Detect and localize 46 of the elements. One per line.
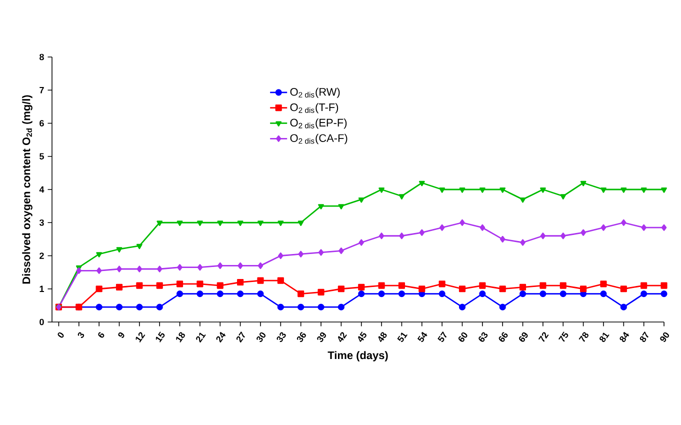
x-tick-label: 36 — [296, 332, 306, 342]
x-tick-label: 27 — [236, 332, 245, 343]
x-tick-label: 48 — [378, 332, 387, 342]
y-tick-label: 0 — [40, 318, 44, 326]
y-tick-label: 2 — [40, 252, 44, 259]
legend-label: O$_{2 dis}$(CA-F) — [290, 134, 348, 144]
x-tick-label: 9 — [118, 332, 124, 338]
y-axis-title: Dissolved oxygen content O$_{2d}$ (mg/l) — [22, 95, 32, 284]
x-tick-label: 54 — [417, 332, 428, 342]
x-tick-label: 15 — [156, 332, 165, 342]
x-tick-label: 69 — [519, 332, 528, 342]
legend-label: O$_{2 dis}$(RW) — [290, 88, 340, 98]
x-tick-label: 72 — [538, 332, 549, 342]
x-tick-label: 6 — [98, 332, 104, 338]
y-tick-label: 3 — [39, 219, 44, 226]
x-tick-label: 18 — [176, 332, 185, 342]
x-tick-label: 75 — [558, 332, 568, 342]
y-tick-label: 4 — [39, 186, 44, 193]
x-tick-label: 90 — [660, 332, 670, 342]
y-tick-label: 6 — [40, 120, 44, 126]
x-tick-label: 66 — [498, 332, 508, 342]
x-tick-label: 0 — [58, 332, 64, 338]
x-tick-label: 39 — [317, 332, 326, 342]
x-tick-label: 81 — [600, 332, 610, 342]
x-tick-label: 42 — [338, 332, 347, 342]
x-tick-label: 3 — [78, 332, 84, 338]
legend-label: O$_{2 dis}$(EP-F) — [290, 118, 347, 129]
legend-label: O$_{2 dis}$(T-F) — [290, 103, 338, 114]
x-tick-label: 12 — [136, 332, 146, 342]
x-tick-label: 57 — [438, 331, 447, 342]
x-tick-label: 87 — [640, 332, 648, 342]
x-tick-label: 51 — [397, 332, 408, 342]
x-tick-label: 45 — [358, 332, 366, 342]
x-tick-label: 21 — [196, 332, 206, 343]
x-tick-label: 33 — [276, 332, 286, 342]
x-tick-label: 30 — [256, 332, 266, 342]
x-tick-label: 24 — [216, 332, 226, 343]
x-tick-label: 78 — [578, 332, 588, 342]
y-tick-label: 7 — [40, 87, 44, 94]
y-tick-label: 1 — [40, 286, 44, 292]
x-tick-label: 84 — [620, 332, 630, 342]
x-tick-label: 60 — [458, 332, 468, 342]
y-tick-label: 5 — [40, 153, 44, 160]
y-tick-label: 8 — [40, 54, 44, 60]
x-tick-label: 63 — [478, 332, 488, 342]
x-axis-title: Time (days) — [328, 351, 388, 362]
